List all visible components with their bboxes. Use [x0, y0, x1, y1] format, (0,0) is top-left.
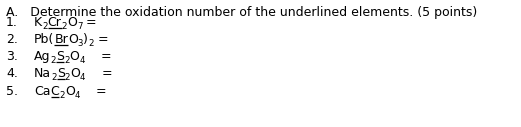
Text: Br: Br: [54, 33, 68, 46]
Text: O: O: [70, 67, 80, 80]
Text: O: O: [68, 33, 78, 46]
Text: S: S: [57, 67, 65, 80]
Text: 2: 2: [65, 73, 70, 82]
Text: =: =: [94, 33, 108, 46]
Text: 4: 4: [75, 91, 80, 100]
Text: =: =: [80, 85, 107, 98]
Text: 5.: 5.: [6, 85, 18, 98]
Text: 1.: 1.: [6, 16, 18, 29]
Text: 2: 2: [42, 22, 47, 31]
Text: O: O: [65, 85, 75, 98]
Text: 2: 2: [61, 22, 67, 31]
Text: ): ): [83, 33, 88, 46]
Text: 3.: 3.: [6, 50, 18, 63]
Text: Na: Na: [34, 67, 51, 80]
Text: 2: 2: [88, 39, 94, 48]
Text: S: S: [56, 50, 64, 63]
Text: 2: 2: [51, 73, 57, 82]
Text: 4: 4: [80, 73, 85, 82]
Text: Pb(: Pb(: [34, 33, 54, 46]
Text: Ag: Ag: [34, 50, 51, 63]
Text: 3: 3: [78, 39, 83, 48]
Text: =: =: [82, 16, 97, 29]
Text: Cr: Cr: [47, 16, 61, 29]
Text: A.   Determine the oxidation number of the underlined elements. (5 points): A. Determine the oxidation number of the…: [6, 6, 477, 19]
Text: 7: 7: [77, 22, 82, 31]
Text: 4: 4: [79, 56, 85, 65]
Text: =: =: [85, 67, 112, 80]
Text: Ca: Ca: [34, 85, 51, 98]
Text: 2: 2: [59, 91, 65, 100]
Text: 2.: 2.: [6, 33, 18, 46]
Text: O: O: [67, 16, 77, 29]
Text: 2: 2: [51, 56, 56, 65]
Text: O: O: [69, 50, 79, 63]
Text: =: =: [85, 50, 111, 63]
Text: C: C: [51, 85, 59, 98]
Text: K: K: [34, 16, 42, 29]
Text: 2: 2: [64, 56, 69, 65]
Text: 4.: 4.: [6, 67, 18, 80]
